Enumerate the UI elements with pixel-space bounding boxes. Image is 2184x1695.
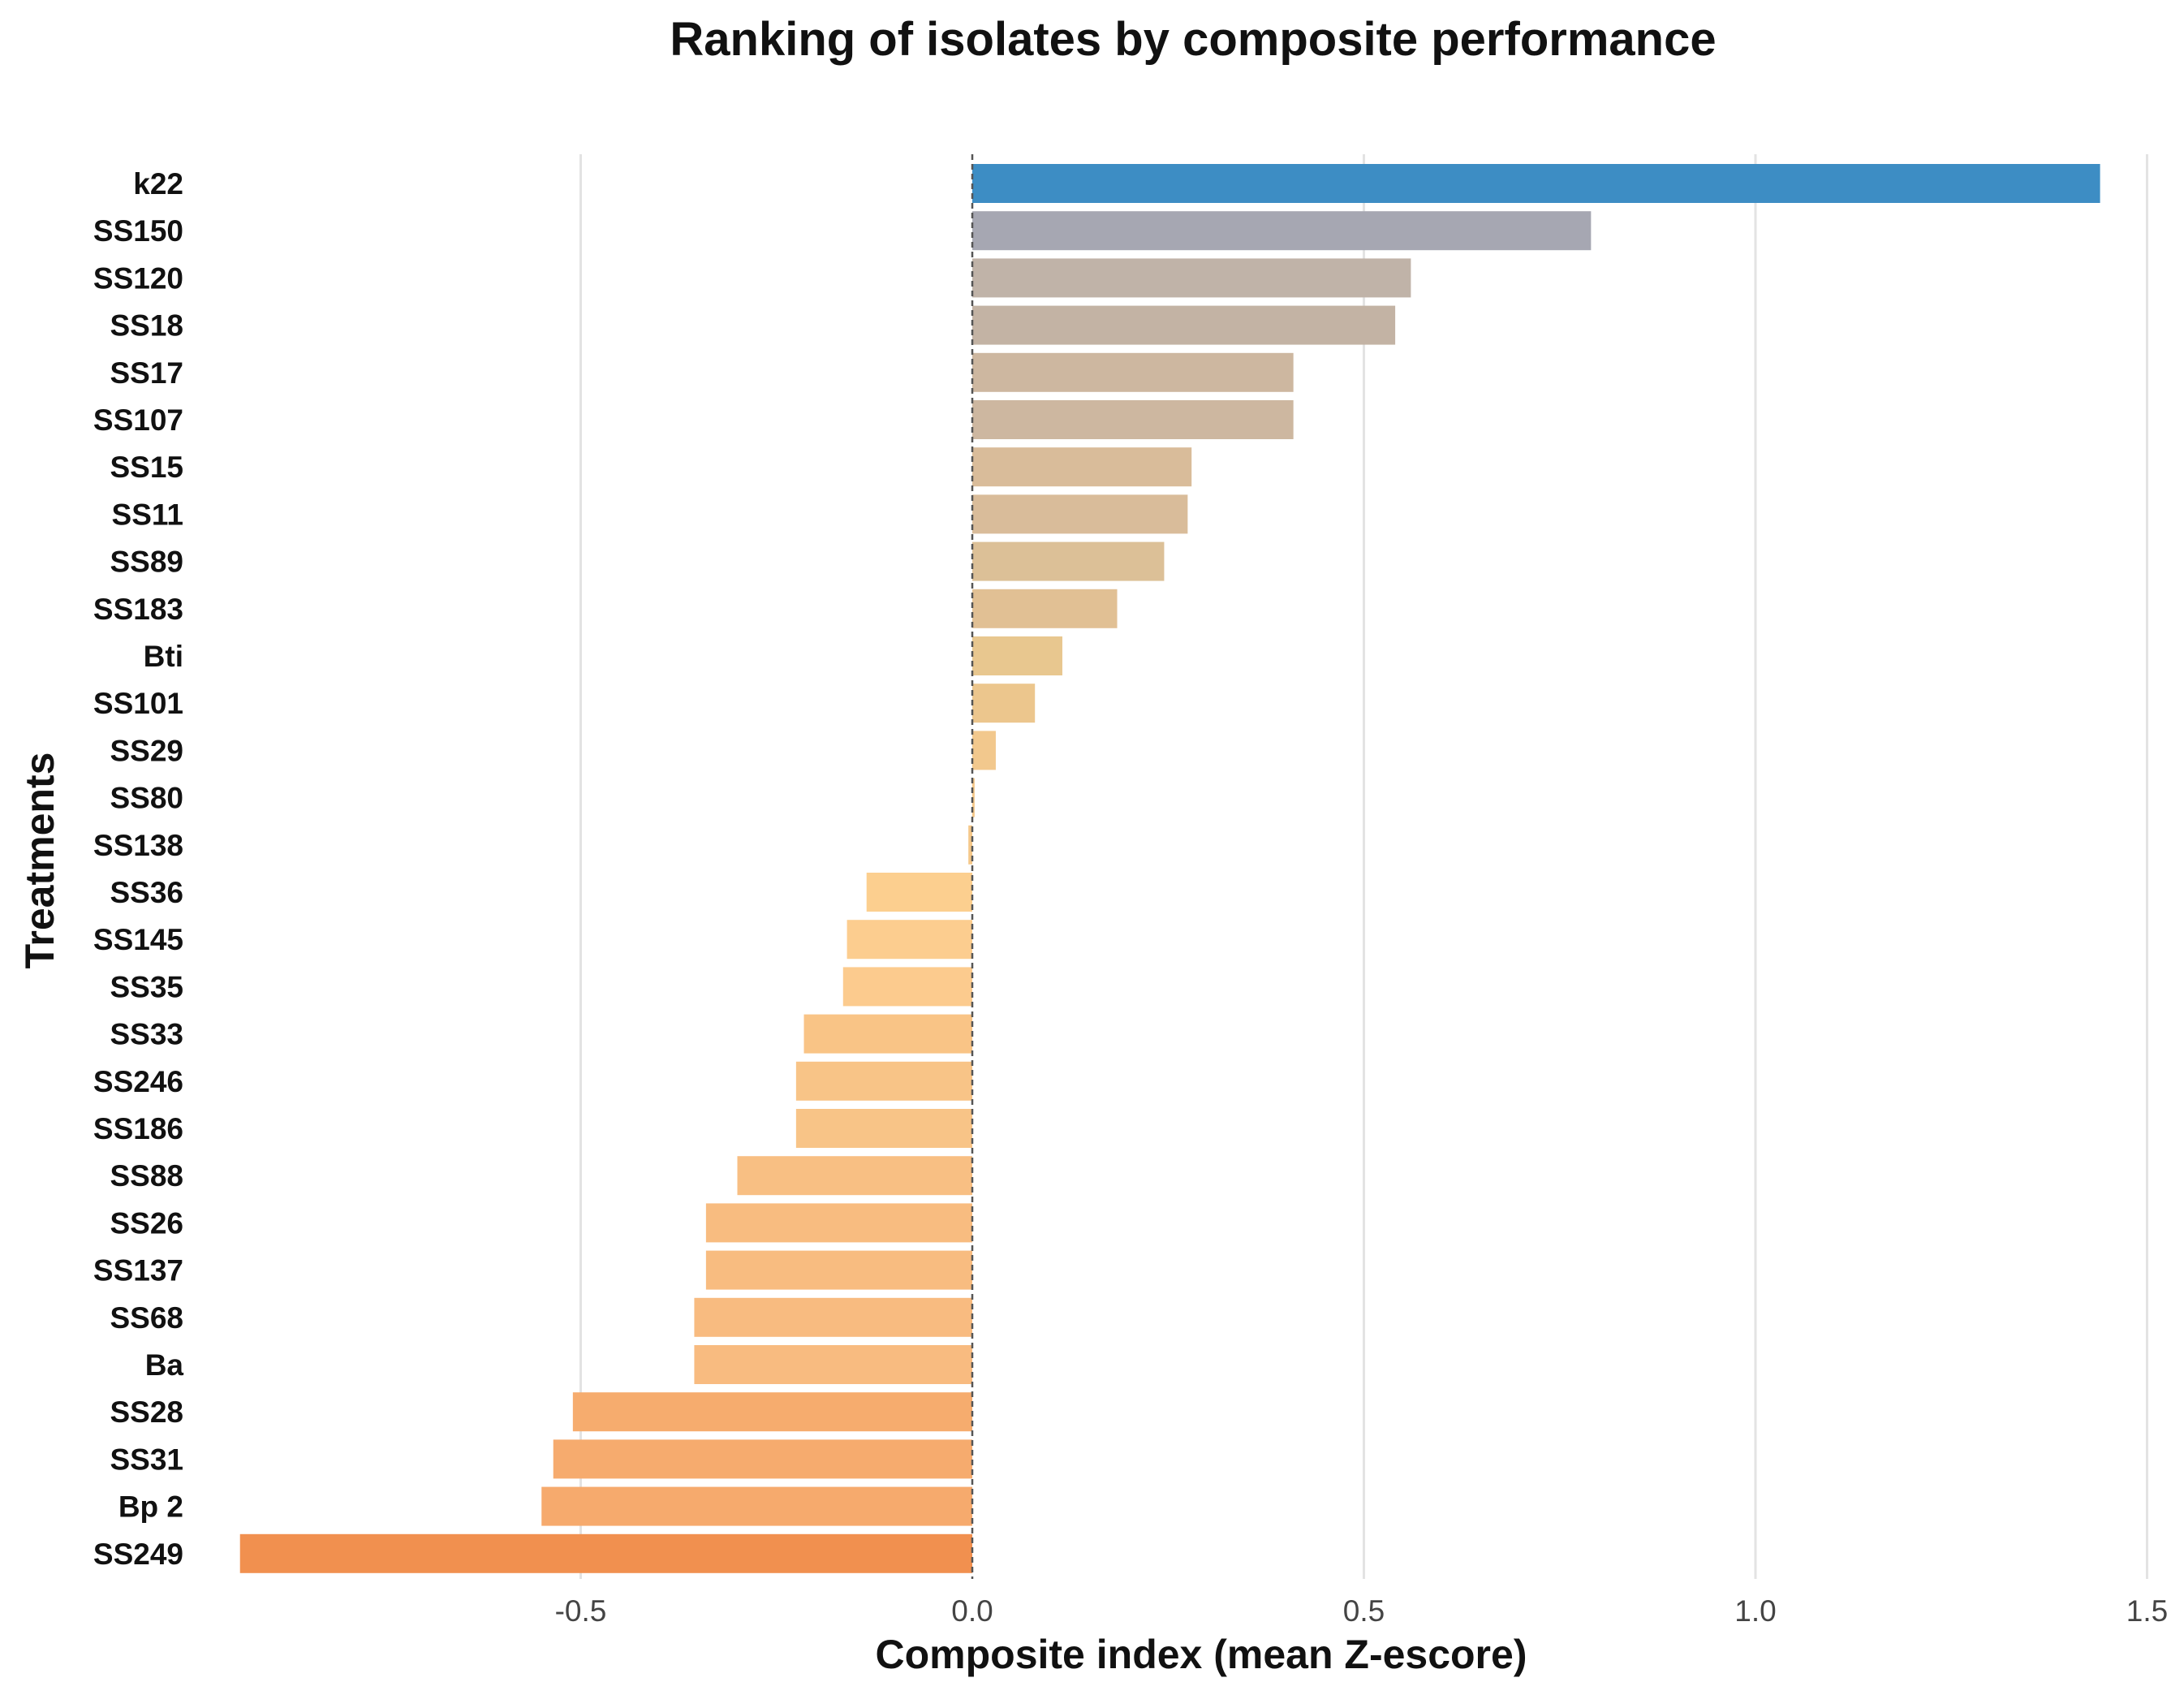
bars (239, 164, 2100, 1573)
x-tick-label: 0.5 (1343, 1594, 1385, 1628)
bar (972, 258, 1411, 298)
x-tick-label: 1.5 (2126, 1594, 2168, 1628)
x-gridlines (579, 154, 2148, 1579)
category-label: SS246 (93, 1065, 183, 1098)
category-label: SS137 (93, 1254, 183, 1287)
bar (972, 589, 1118, 628)
category-label: Bti (144, 640, 183, 673)
y-axis-title: Treatments (17, 753, 62, 969)
bar (795, 1061, 972, 1101)
bar (972, 494, 1188, 534)
category-label: SS138 (93, 829, 183, 862)
category-label: SS11 (112, 498, 183, 531)
bar (694, 1297, 972, 1337)
bar (239, 1533, 973, 1573)
category-label: SS186 (93, 1112, 183, 1145)
category-label: SS31 (110, 1443, 183, 1476)
bar (968, 825, 972, 865)
bar (972, 778, 975, 817)
x-tick-label: -0.5 (555, 1594, 607, 1628)
category-label: SS80 (110, 782, 183, 815)
category-label: SS29 (110, 734, 183, 767)
category-label: SS68 (110, 1301, 183, 1335)
bar (972, 164, 2100, 203)
bar (972, 684, 1036, 723)
category-label: SS36 (110, 876, 183, 909)
category-label: SS107 (93, 403, 183, 437)
x-tick-labels: -0.5 0.0 0.5 1.0 1.5 (555, 1594, 2169, 1628)
bar (737, 1156, 972, 1196)
x-tick-label: 0.0 (951, 1594, 993, 1628)
bar (972, 731, 996, 770)
bar (972, 305, 1396, 345)
category-label: SS88 (110, 1159, 183, 1193)
category-label: SS249 (93, 1538, 183, 1571)
category-label: Ba (145, 1348, 184, 1382)
category-label: SS35 (110, 970, 183, 1003)
bar (972, 541, 1165, 581)
bar (705, 1203, 972, 1243)
bar (972, 352, 1294, 392)
x-tick-label: 1.0 (1734, 1594, 1776, 1628)
category-labels: k22 SS150 SS120 SS18 SS17 SS107 SS15 SS11 SS89 SS… (93, 167, 184, 1571)
bar (866, 873, 972, 912)
category-label: SS28 (110, 1395, 183, 1429)
x-axis-title: Composite index (mean Z-escore) (876, 1632, 1527, 1677)
bar (541, 1486, 972, 1526)
bar (694, 1345, 972, 1384)
category-label: SS15 (110, 451, 183, 484)
category-label: SS150 (93, 214, 183, 248)
category-label: SS89 (110, 546, 183, 579)
bar (842, 967, 972, 1007)
category-label: SS18 (110, 309, 183, 343)
category-label: SS26 (110, 1206, 183, 1240)
category-label: SS101 (93, 687, 183, 720)
category-label: SS120 (93, 261, 183, 295)
chart-title: Ranking of isolates by composite perform… (670, 13, 1716, 66)
bar (972, 211, 1592, 251)
bar (972, 636, 1062, 675)
category-label: SS145 (93, 923, 183, 956)
bar (972, 400, 1294, 439)
category-label: SS17 (110, 356, 183, 390)
category-label: k22 (133, 167, 183, 201)
bar (553, 1439, 972, 1479)
category-label: SS33 (110, 1018, 183, 1051)
bar (795, 1109, 972, 1148)
bar (705, 1250, 972, 1290)
bar (846, 920, 972, 960)
category-label: Bp 2 (118, 1490, 183, 1524)
category-label: SS183 (93, 593, 183, 626)
bar (572, 1392, 972, 1432)
bar (972, 447, 1192, 487)
bar (803, 1014, 972, 1054)
